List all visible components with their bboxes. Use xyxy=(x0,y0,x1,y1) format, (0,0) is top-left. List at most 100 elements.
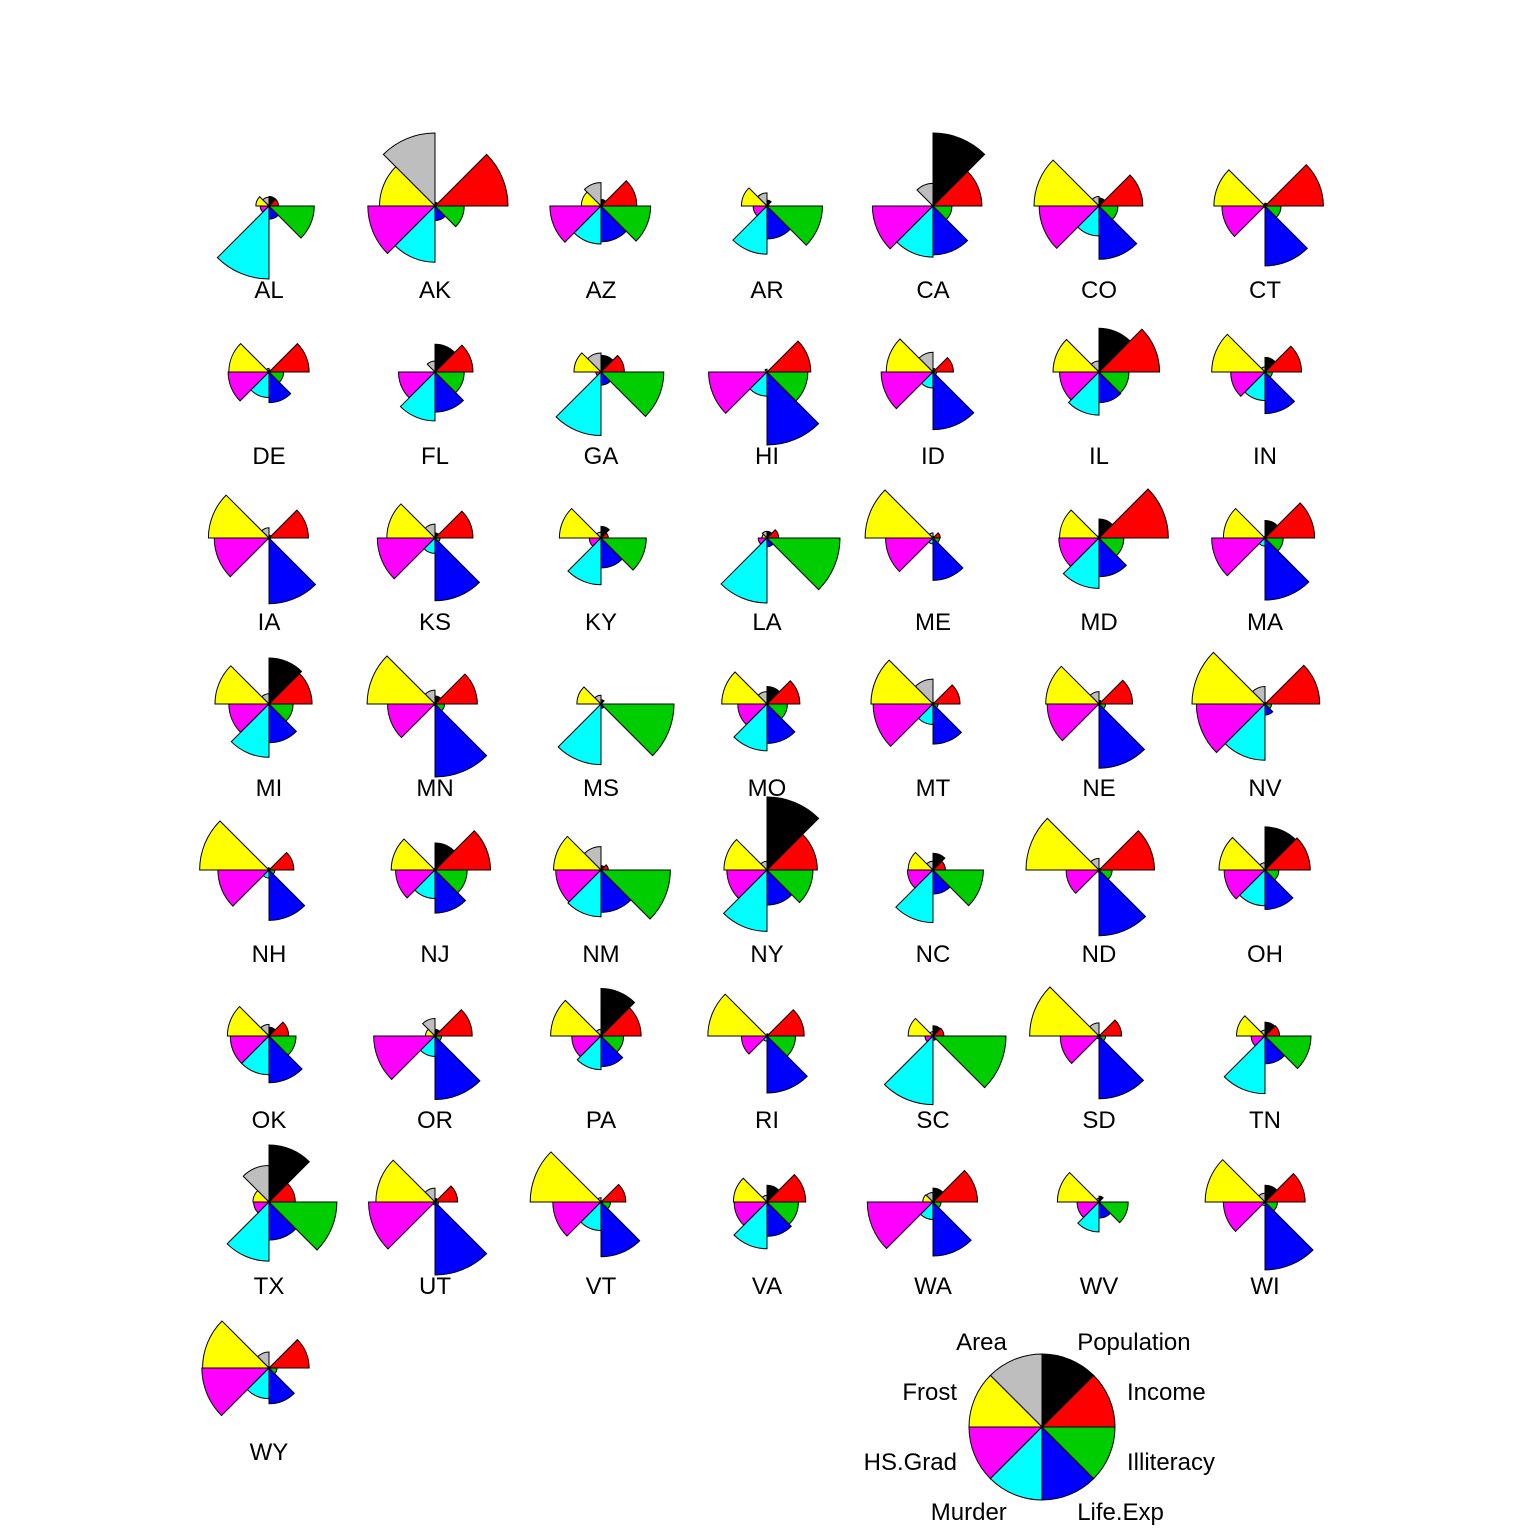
segment-hi-illiteracy xyxy=(765,371,809,402)
segment-ia-illiteracy xyxy=(267,537,271,540)
segment-sd-frost xyxy=(1029,986,1101,1037)
segment-me-frost xyxy=(864,489,935,539)
key-label-frost: Frost xyxy=(902,1379,957,1406)
star-md: MD xyxy=(1058,488,1169,636)
star-mo: MO xyxy=(721,671,801,802)
state-label-ne: NE xyxy=(1082,775,1115,802)
segment-id-illiteracy xyxy=(931,371,938,376)
star-wi: WI xyxy=(1204,1158,1314,1300)
star-oh: OH xyxy=(1218,826,1311,968)
segment-mi-life-exp xyxy=(268,702,298,744)
state-label-il: IL xyxy=(1089,443,1109,470)
segment-ne-income xyxy=(1097,679,1134,705)
segment-ks-income xyxy=(433,510,474,539)
segment-wy-frost xyxy=(202,1320,271,1369)
star-ca: CA xyxy=(871,132,986,304)
state-label-vt: VT xyxy=(586,1273,617,1300)
key-segment-hs-grad xyxy=(968,1426,1044,1480)
segment-ia-income xyxy=(267,509,309,539)
segment-va-population xyxy=(766,1184,780,1204)
segment-nv-income xyxy=(1263,664,1321,705)
segment-ma-hs-grad xyxy=(1211,537,1267,577)
segment-az-illiteracy xyxy=(599,205,652,242)
state-label-nh: NH xyxy=(252,941,287,968)
segment-oh-hs-grad xyxy=(1223,869,1267,900)
segment-ne-life-exp xyxy=(1098,702,1146,769)
chart-key: Income Population Area Frost HS.Grad Murder Li… xyxy=(864,1329,1215,1526)
segment-ar-murder xyxy=(732,204,768,255)
star-mt: MT xyxy=(870,659,963,802)
segment-pa-population xyxy=(600,988,636,1038)
segment-wy-illiteracy xyxy=(267,1367,278,1375)
segment-il-income xyxy=(1097,328,1161,373)
segment-nm-frost xyxy=(553,835,603,871)
segment-ky-illiteracy xyxy=(599,537,647,571)
segment-nh-income xyxy=(267,851,295,871)
star-nm: NM xyxy=(553,835,671,968)
segment-nd-income xyxy=(1097,830,1155,871)
state-label-la: LA xyxy=(752,609,781,636)
segment-ut-frost xyxy=(375,1159,437,1203)
segment-ia-life-exp xyxy=(268,536,317,605)
segment-nv-hs-grad xyxy=(1195,703,1267,754)
segment-al-population xyxy=(268,196,277,208)
segment-ms-murder xyxy=(557,702,602,766)
star-pa: PA xyxy=(550,988,642,1134)
key-segment-area xyxy=(989,1353,1043,1429)
star-ga: GA xyxy=(555,352,665,470)
segment-ma-illiteracy xyxy=(1263,537,1284,552)
star-wv: WV xyxy=(1056,1171,1129,1300)
segment-ok-life-exp xyxy=(268,1034,303,1084)
state-label-nv: NV xyxy=(1248,775,1281,802)
segment-wi-population xyxy=(1264,1184,1278,1204)
segment-ak-area xyxy=(382,132,436,208)
segment-ok-illiteracy xyxy=(267,1035,297,1056)
star-ok: OK xyxy=(226,1005,303,1134)
state-label-in: IN xyxy=(1253,443,1277,470)
segment-pa-life-exp xyxy=(600,1034,624,1068)
key-segment-frost xyxy=(968,1374,1044,1428)
segment-wy-hs-grad xyxy=(201,1367,271,1417)
segment-id-income xyxy=(931,356,954,373)
segment-ak-income xyxy=(433,153,509,207)
segment-va-murder xyxy=(733,1200,768,1250)
segment-nc-illiteracy xyxy=(931,869,984,907)
state-label-ak: AK xyxy=(419,277,451,304)
segment-ks-illiteracy xyxy=(433,537,441,543)
segment-wy-income xyxy=(267,1338,310,1369)
segment-or-area xyxy=(421,1017,436,1038)
state-label-ca: CA xyxy=(916,277,949,304)
segment-mn-illiteracy xyxy=(433,703,445,712)
star-in: IN xyxy=(1211,333,1303,470)
segment-de-hs-grad xyxy=(227,371,271,402)
segment-nc-murder xyxy=(895,868,934,924)
segment-la-illiteracy xyxy=(765,537,841,591)
segment-az-murder xyxy=(573,204,602,245)
key-label-income: Income xyxy=(1127,1379,1206,1406)
state-label-ct: CT xyxy=(1249,277,1281,304)
segment-nv-illiteracy xyxy=(1263,703,1273,710)
star-co: CO xyxy=(1033,159,1144,304)
segment-va-illiteracy xyxy=(765,1201,799,1225)
segment-or-hs-grad xyxy=(373,1035,437,1081)
segment-nh-life-exp xyxy=(268,868,306,921)
star-mn: MN xyxy=(366,655,488,802)
segment-ct-illiteracy xyxy=(1263,205,1282,219)
segment-ut-income xyxy=(433,1185,459,1203)
segment-vt-hs-grad xyxy=(552,1201,603,1237)
segment-ia-frost xyxy=(207,494,271,539)
star-il: IL xyxy=(1052,327,1161,470)
segment-mo-frost xyxy=(721,671,769,705)
segment-ct-population xyxy=(1264,202,1268,208)
state-label-ut: UT xyxy=(419,1273,451,1300)
segment-oh-frost xyxy=(1218,836,1267,871)
star-hi: HI xyxy=(708,340,820,470)
segment-md-frost xyxy=(1059,509,1101,539)
segment-nj-hs-grad xyxy=(395,869,437,899)
state-label-tn: TN xyxy=(1249,1107,1281,1134)
segment-ma-frost xyxy=(1222,507,1267,539)
segment-co-illiteracy xyxy=(1097,205,1119,221)
segment-az-area xyxy=(583,182,602,208)
key-label-illiteracy: Illiteracy xyxy=(1127,1449,1215,1476)
segment-wi-hs-grad xyxy=(1222,1201,1267,1233)
